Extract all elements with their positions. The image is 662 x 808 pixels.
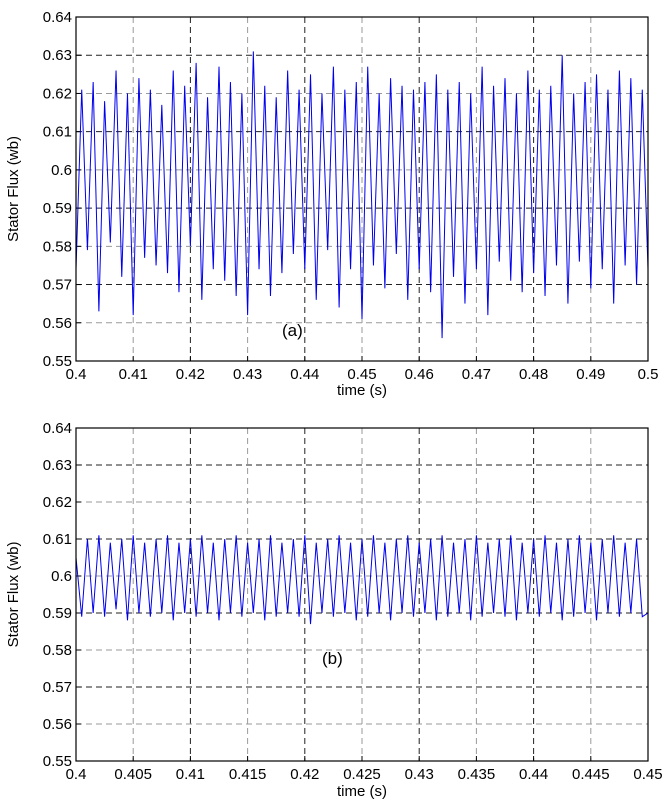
y-axis-label: Stator Flux (wb) [5,136,22,242]
series-line-0 [75,535,649,625]
x-tick-label: 0.4 [66,366,87,383]
y-axis-label: Stator Flux (wb) [5,542,22,648]
y-tick-label: 0.57 [43,679,72,696]
y-tick-label: 0.62 [43,494,72,511]
y-tick-label: 0.63 [43,47,72,64]
x-tick-label: 0.445 [572,766,610,783]
x-tick-label: 0.42 [176,366,205,383]
y-tick-label: 0.59 [43,605,72,622]
x-tick-label: 0.4 [66,766,87,783]
x-tick-label: 0.42 [290,766,319,783]
x-tick-label: 0.41 [119,366,148,383]
x-tick-label: 0.43 [405,766,434,783]
x-tick-label: 0.49 [576,366,605,383]
y-tick-label: 0.61 [43,124,72,141]
x-tick-label: 0.5 [638,366,659,383]
x-tick-label: 0.45 [633,766,662,783]
y-tick-label: 0.62 [43,85,72,102]
y-tick-label: 0.61 [43,531,72,548]
x-tick-label: 0.44 [290,366,319,383]
panel-label: (b) [322,649,343,668]
panel-label: (a) [282,321,303,340]
y-tick-label: 0.58 [43,642,72,659]
x-tick-label: 0.45 [347,366,376,383]
panel-b: 0.4 0.405 0.41 0.415 0.42 0.425 0.43 0.435 0.44 0… [5,420,662,800]
x-tick-label: 0.46 [405,366,434,383]
y-tick-label: 0.64 [43,420,72,437]
x-tick-label: 0.47 [462,366,491,383]
y-tick-label: 0.6 [51,162,72,179]
x-axis-label: time (s) [337,382,387,399]
y-tick-label: 0.6 [51,568,72,585]
x-tick-label: 0.405 [114,766,152,783]
x-axis-label: time (s) [337,783,387,800]
y-tick-label: 0.64 [43,9,72,26]
x-tick-label: 0.44 [519,766,548,783]
plot-frame [75,16,649,362]
plot-frame [75,427,649,762]
panel-a: 0.4 0.41 0.42 0.43 0.44 0.45 0.46 0.47 0.48 0.49 0… [5,9,658,399]
series-line-0 [75,51,649,339]
x-tick-label: 0.415 [229,766,267,783]
y-tick-label: 0.58 [43,238,72,255]
y-tick-label: 0.56 [43,315,72,332]
y-tick-label: 0.56 [43,716,72,733]
x-tick-label: 0.48 [519,366,548,383]
x-tick-label: 0.43 [233,366,262,383]
x-tick-label: 0.41 [176,766,205,783]
y-tick-label: 0.63 [43,457,72,474]
y-tick-label: 0.59 [43,200,72,217]
y-tick-label: 0.55 [43,753,72,770]
x-tick-label: 0.435 [458,766,496,783]
y-tick-label: 0.55 [43,353,72,370]
x-tick-label: 0.425 [343,766,381,783]
y-tick-label: 0.57 [43,277,72,294]
